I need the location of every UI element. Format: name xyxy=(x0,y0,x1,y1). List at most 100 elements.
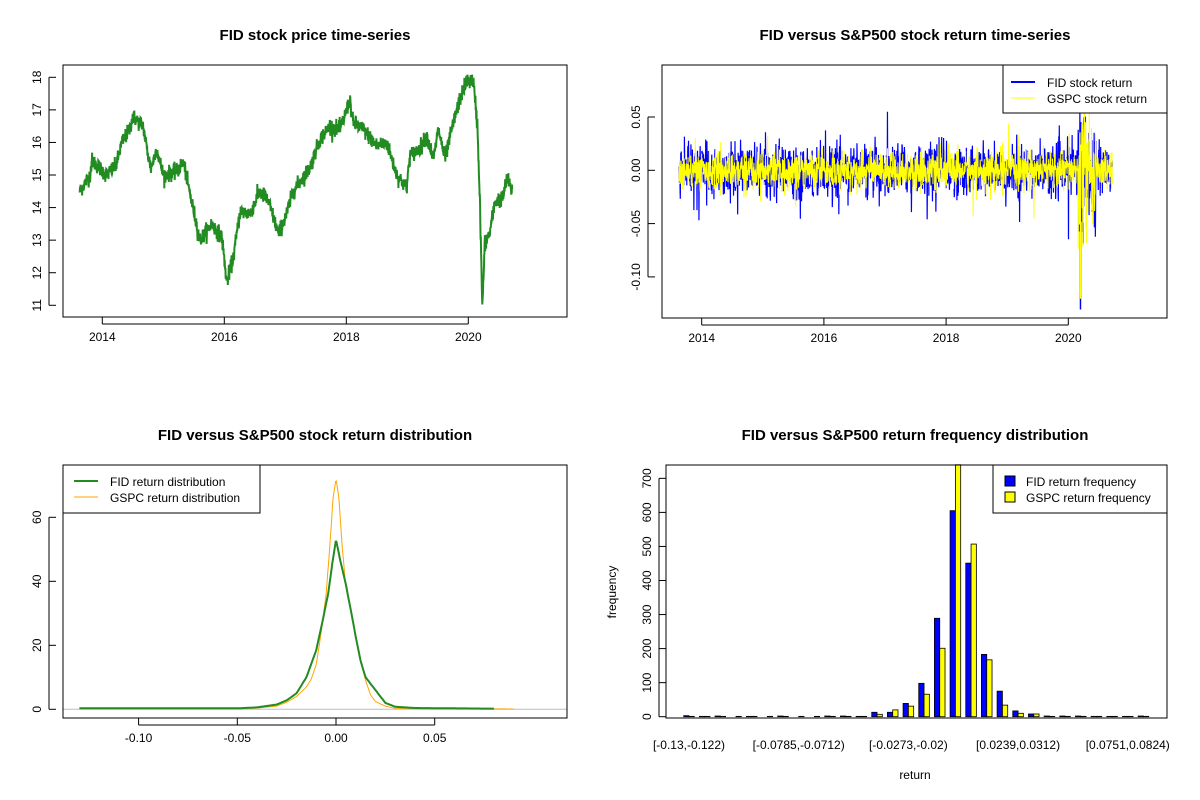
chart-title: FID versus S&P500 stock return time-seri… xyxy=(760,27,1071,44)
fid-bar xyxy=(1043,715,1050,718)
fid-bar xyxy=(1028,713,1035,718)
legend-swatch-gspc xyxy=(1004,491,1016,503)
legend: FID stock return GSPC stock return xyxy=(1002,64,1168,114)
x-tick-label: 2016 xyxy=(211,330,238,344)
fid-bar xyxy=(1137,715,1144,718)
fid-bar xyxy=(714,715,721,718)
x-tick-label: 2018 xyxy=(333,330,360,344)
gspc-bar xyxy=(954,464,962,718)
y-tick-label: 20 xyxy=(30,638,44,652)
y-tick-label: 500 xyxy=(640,536,654,556)
fid-bar xyxy=(887,711,894,718)
legend-swatch-fid xyxy=(1004,475,1016,487)
legend-label: FID return frequency xyxy=(1026,475,1136,489)
x-tick-label: 2016 xyxy=(811,331,838,345)
x-tick-label: 2014 xyxy=(89,330,116,344)
x-tick-label: -0.05 xyxy=(224,731,252,745)
x-tick-label: 0.00 xyxy=(324,731,348,745)
legend-label: FID stock return xyxy=(1047,76,1132,90)
fid-bar xyxy=(840,715,847,718)
fid-bar xyxy=(918,682,925,718)
chart-title: FID versus S&P500 return frequency distr… xyxy=(742,427,1089,444)
legend-label: FID return distribution xyxy=(110,475,225,489)
fid-bar xyxy=(824,715,831,718)
fid-bar xyxy=(1012,710,1019,718)
legend-label: GSPC return distribution xyxy=(110,491,240,505)
y-tick-label: 12 xyxy=(30,266,44,280)
fid-bar xyxy=(1059,715,1066,718)
y-tick-label: 0.00 xyxy=(629,158,643,182)
gspc-bar xyxy=(907,705,915,718)
y-tick-label: 17 xyxy=(30,103,44,117)
y-tick-label: 0.05 xyxy=(629,105,643,129)
x-tick-label: [-0.0785,-0.0712) xyxy=(753,738,845,752)
gspc-bar xyxy=(986,659,993,718)
y-tick-label: 700 xyxy=(640,468,654,488)
y-tick-label: 11 xyxy=(30,299,44,312)
y-tick-label: 0 xyxy=(640,713,654,720)
fid-bar xyxy=(934,617,941,718)
histogram-chart: FID versus S&P500 return frequency distr… xyxy=(605,427,1170,782)
y-tick-label: 600 xyxy=(640,502,654,522)
gspc-bar xyxy=(1002,704,1009,718)
gspc-bar xyxy=(970,543,977,718)
density-chart: FID versus S&P500 stock return distribut… xyxy=(30,427,568,745)
fid-bar xyxy=(1075,715,1082,718)
y-tick-label: 300 xyxy=(640,604,654,624)
y-tick-label: 200 xyxy=(640,638,654,658)
y-tick-label: 40 xyxy=(30,574,44,588)
x-tick-label: 2020 xyxy=(455,330,482,344)
plot-frame xyxy=(661,64,1168,319)
y-tick-label: 400 xyxy=(640,570,654,590)
x-tick-label: [0.0239,0.0312) xyxy=(976,738,1060,752)
chart-title: FID stock price time-series xyxy=(220,27,411,44)
fid-bar xyxy=(949,510,956,718)
gspc-return-line xyxy=(678,74,1113,299)
price-chart: FID stock price time-series 2014 2016 2018… xyxy=(30,27,568,344)
x-tick-label: -0.10 xyxy=(125,731,153,745)
return-timeseries-chart: FID versus S&P500 stock return time-seri… xyxy=(629,27,1168,345)
y-tick-label: 60 xyxy=(30,510,44,524)
x-axis-label: return xyxy=(899,768,930,782)
x-tick-label: [-0.0273,-0.02) xyxy=(869,738,948,752)
y-axis-label: frequency xyxy=(605,566,619,619)
y-tick-label: -0.05 xyxy=(629,210,643,238)
fid-return-line xyxy=(678,111,1113,310)
gspc-bar xyxy=(923,693,930,718)
fid-bar xyxy=(981,653,988,718)
fid-bar xyxy=(965,562,972,718)
y-tick-label: 16 xyxy=(30,135,44,149)
x-tick-label: 2018 xyxy=(933,331,960,345)
plot-frame xyxy=(665,464,1168,719)
x-tick-label: [0.0751,0.0824) xyxy=(1086,738,1170,752)
chart-title: FID versus S&P500 stock return distribut… xyxy=(158,427,472,444)
fid-price-line xyxy=(78,74,514,305)
gspc-bar xyxy=(1017,712,1024,718)
y-tick-label: 18 xyxy=(30,70,44,84)
gspc-bar xyxy=(892,709,899,718)
fid-bar xyxy=(902,703,909,718)
plot-frame xyxy=(62,64,568,318)
plot-frame xyxy=(62,464,568,719)
legend-label: GSPC stock return xyxy=(1047,92,1147,106)
y-tick-label: 0 xyxy=(30,706,44,713)
y-tick-label: 100 xyxy=(640,672,654,692)
y-tick-label: 14 xyxy=(30,201,44,215)
y-tick-label: -0.10 xyxy=(629,263,643,291)
legend: FID return frequency GSPC return frequen… xyxy=(992,464,1168,514)
fid-bar xyxy=(777,715,784,718)
legend: FID return distribution GSPC return dist… xyxy=(62,464,261,514)
gspc-density-line xyxy=(79,480,514,710)
gspc-bar xyxy=(876,713,883,718)
y-tick-label: 15 xyxy=(30,168,44,182)
x-tick-label: [-0.13,-0.122) xyxy=(653,738,725,752)
x-tick-label: 2014 xyxy=(688,331,715,345)
x-tick-label: 0.05 xyxy=(423,731,447,745)
gspc-bar xyxy=(939,647,946,718)
legend-label: GSPC return frequency xyxy=(1026,491,1151,505)
fid-density-line xyxy=(79,540,494,710)
gspc-bar xyxy=(1033,713,1040,718)
fid-bar xyxy=(871,711,878,718)
fid-bar xyxy=(996,690,1003,718)
